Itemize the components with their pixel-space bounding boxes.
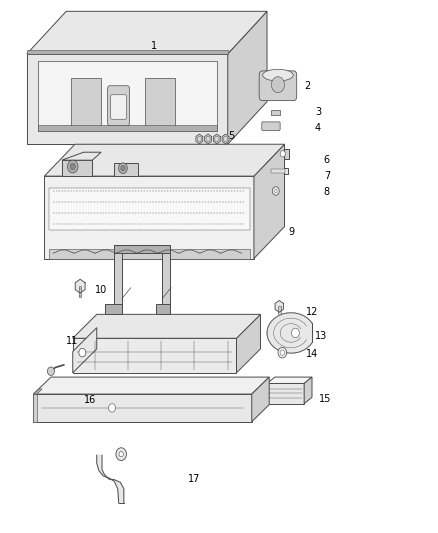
Circle shape [116, 448, 127, 461]
Text: 13: 13 [315, 330, 327, 341]
Polygon shape [162, 245, 170, 314]
Bar [271, 110, 280, 115]
Polygon shape [27, 50, 228, 54]
Circle shape [272, 187, 279, 195]
Text: 10: 10 [95, 286, 107, 295]
Text: 7: 7 [324, 171, 330, 181]
Text: 8: 8 [324, 187, 330, 197]
Polygon shape [33, 389, 42, 394]
Text: 14: 14 [306, 349, 318, 359]
Polygon shape [155, 304, 170, 314]
Circle shape [206, 136, 210, 142]
Polygon shape [73, 314, 261, 338]
Circle shape [280, 151, 286, 157]
Circle shape [280, 350, 285, 356]
Polygon shape [267, 383, 304, 403]
Polygon shape [73, 328, 97, 373]
Polygon shape [145, 78, 175, 126]
Polygon shape [267, 313, 312, 353]
Circle shape [79, 349, 86, 357]
Polygon shape [275, 301, 283, 312]
Polygon shape [97, 455, 124, 503]
Text: 4: 4 [315, 123, 321, 133]
Polygon shape [252, 377, 269, 422]
Bar [278, 306, 281, 315]
Polygon shape [266, 149, 289, 159]
Polygon shape [62, 152, 101, 160]
Polygon shape [222, 134, 229, 144]
Bar [272, 168, 286, 173]
Polygon shape [196, 134, 203, 144]
Polygon shape [38, 61, 217, 131]
Polygon shape [62, 160, 92, 176]
FancyBboxPatch shape [108, 86, 130, 126]
Circle shape [121, 165, 125, 171]
Circle shape [47, 367, 54, 375]
Text: 1: 1 [151, 41, 157, 51]
Polygon shape [33, 377, 269, 394]
Polygon shape [75, 279, 85, 293]
Text: 6: 6 [324, 155, 330, 165]
Polygon shape [38, 125, 217, 131]
Polygon shape [266, 159, 272, 163]
Text: 11: 11 [66, 336, 78, 346]
Circle shape [119, 451, 124, 457]
Circle shape [275, 189, 277, 192]
Polygon shape [114, 163, 138, 176]
FancyBboxPatch shape [259, 71, 297, 101]
Bar [79, 286, 81, 297]
Polygon shape [27, 54, 228, 144]
Circle shape [223, 136, 228, 142]
Circle shape [272, 77, 285, 93]
Polygon shape [237, 314, 261, 373]
Text: 15: 15 [319, 394, 332, 405]
Polygon shape [304, 377, 312, 403]
Text: 2: 2 [304, 81, 311, 91]
Polygon shape [44, 176, 254, 259]
Text: 16: 16 [84, 395, 96, 406]
Circle shape [278, 348, 287, 358]
Circle shape [197, 136, 201, 142]
Polygon shape [267, 313, 312, 353]
Circle shape [119, 163, 127, 173]
Text: 5: 5 [228, 131, 234, 141]
Polygon shape [267, 377, 312, 383]
Polygon shape [73, 338, 237, 373]
Text: 12: 12 [306, 306, 319, 317]
FancyBboxPatch shape [111, 95, 127, 119]
Polygon shape [49, 249, 250, 259]
FancyBboxPatch shape [262, 122, 280, 131]
Polygon shape [269, 167, 288, 174]
Polygon shape [114, 245, 122, 314]
Circle shape [70, 164, 75, 169]
Polygon shape [114, 245, 170, 253]
Polygon shape [213, 134, 220, 144]
Circle shape [291, 328, 299, 338]
Text: 17: 17 [188, 474, 201, 484]
Polygon shape [33, 394, 37, 422]
Polygon shape [71, 78, 101, 126]
Circle shape [67, 160, 78, 173]
Circle shape [109, 403, 116, 412]
Polygon shape [44, 144, 285, 176]
Ellipse shape [263, 69, 293, 81]
Polygon shape [228, 11, 267, 144]
Polygon shape [49, 189, 250, 230]
Polygon shape [254, 144, 285, 259]
Polygon shape [27, 11, 267, 54]
Polygon shape [33, 394, 252, 422]
Text: 9: 9 [289, 227, 295, 237]
Polygon shape [205, 134, 212, 144]
Polygon shape [106, 304, 122, 314]
Text: 3: 3 [315, 107, 321, 117]
Circle shape [215, 136, 219, 142]
